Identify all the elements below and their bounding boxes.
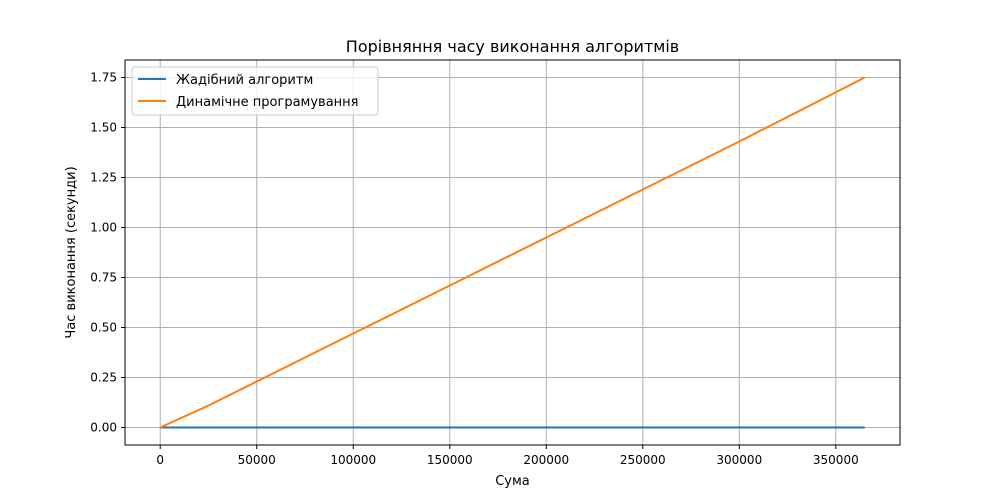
x-tick-label: 200000	[523, 453, 569, 467]
legend-label-dynamic: Динамічне програмування	[176, 95, 359, 110]
y-tick-label: 1.25	[90, 171, 117, 185]
y-tick-label: 0.50	[90, 321, 117, 335]
y-tick-label: 0.75	[90, 271, 117, 285]
x-tick-label: 300000	[716, 453, 762, 467]
series-line-dynamic	[159, 76, 866, 429]
y-tick-label: 1.50	[90, 121, 117, 135]
chart-title: Порівняння часу виконання алгоритмів	[346, 37, 679, 56]
x-tick-label: 100000	[330, 453, 376, 467]
y-tick-label: 0.00	[90, 421, 117, 435]
x-axis-label: Сума	[495, 474, 530, 489]
y-tick-label: 1.00	[90, 221, 117, 235]
legend-box	[131, 66, 379, 116]
x-tick-label: 250000	[620, 453, 666, 467]
y-tick-label: 0.25	[90, 371, 117, 385]
x-tick-label: 50000	[238, 453, 276, 467]
legend: Жадібний алгоритм Динамічне програмуванн…	[131, 66, 379, 116]
series-layer	[159, 76, 866, 429]
ticks: 0 50000 100000 150000 200000 250000 300000 3500…	[90, 71, 858, 468]
x-tick-label: 150000	[427, 453, 473, 467]
x-tick-label: 350000	[813, 453, 859, 467]
x-tick-label: 0	[156, 453, 164, 467]
legend-label-greedy: Жадібний алгоритм	[176, 73, 313, 88]
plot-frame	[124, 59, 901, 446]
y-tick-label: 1.75	[90, 71, 117, 85]
y-axis-label: Час виконання (секунди)	[64, 166, 79, 338]
